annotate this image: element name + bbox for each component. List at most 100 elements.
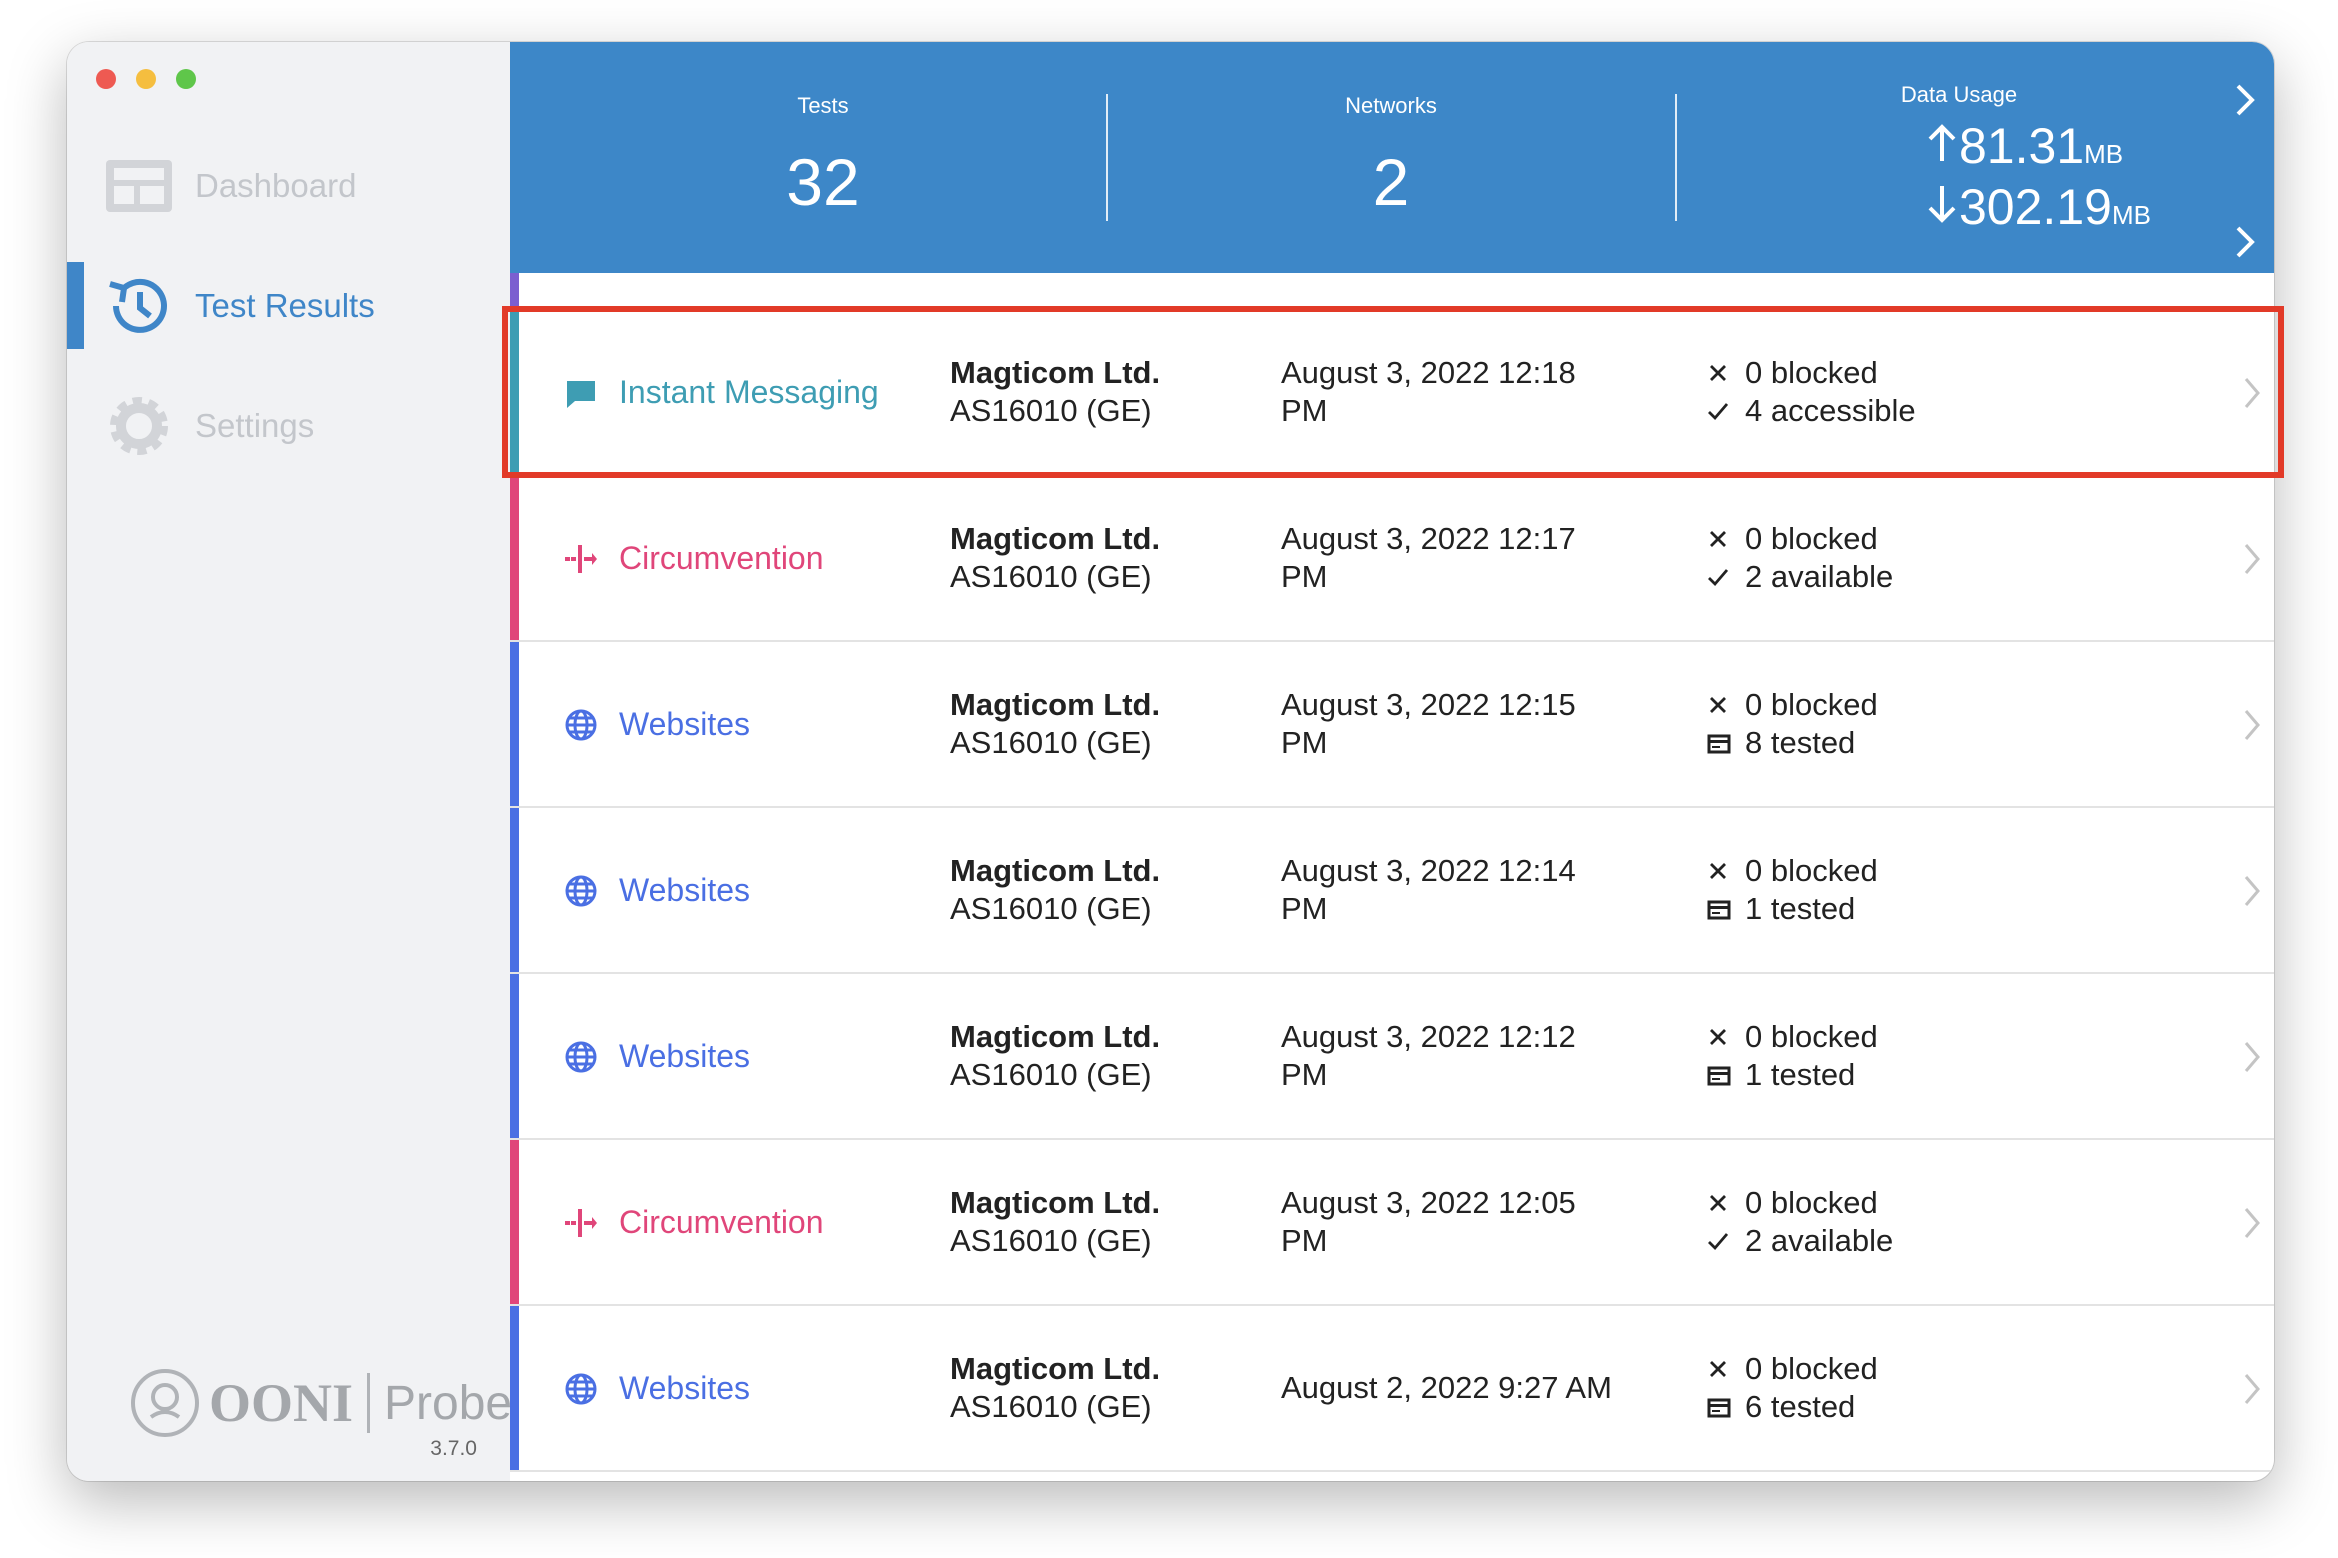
tests-value: 32	[786, 145, 860, 219]
download: 302.19 MB	[1925, 178, 2151, 236]
status-line: 0 blocked	[1707, 1018, 2127, 1056]
status-line: 0 blocked	[1707, 520, 2127, 558]
result-row[interactable]: Instant Messaging Magticom Ltd. AS16010 (G…	[510, 310, 2274, 476]
test-icon	[565, 1209, 597, 1237]
version: 3.7.0	[430, 1437, 477, 1460]
status-icon	[1707, 734, 1731, 754]
test-icon	[567, 381, 595, 408]
chevron	[2244, 1208, 2260, 1238]
status: 0 blocked 4 accessible	[1707, 310, 2127, 474]
nav-icon	[106, 160, 172, 212]
status-icon	[1710, 1195, 1726, 1211]
nav-item[interactable]: Settings	[195, 407, 315, 444]
date: August 3, 2022 12:14 PM	[1281, 853, 1576, 926]
chevron	[2244, 378, 2260, 408]
status-icon	[1707, 1398, 1731, 1418]
asn: AS16010 (GE)	[950, 891, 1152, 926]
blocked-count: 0 blocked	[1745, 1351, 1878, 1386]
result-count: 1 tested	[1745, 891, 1856, 926]
upload: 81.31 MB	[1925, 117, 2123, 175]
network-name: Magticom Ltd.	[950, 1185, 1161, 1220]
blocked-count: 0 blocked	[1745, 687, 1878, 722]
blocked-count: 0 blocked	[1745, 853, 1878, 888]
test-name: Websites	[619, 1370, 751, 1406]
status: 0 blocked 2 available	[1707, 476, 2127, 640]
divider	[1106, 94, 1108, 221]
status-icon	[1708, 1233, 1729, 1251]
app-window: Dashboard Test Results Settings OONI Probe…	[67, 42, 2274, 1481]
test-name: Circumvention	[619, 540, 824, 576]
chevron	[2244, 876, 2260, 906]
test-icon	[565, 1373, 597, 1405]
asn: AS16010 (GE)	[950, 1223, 1152, 1258]
status-line: 1 tested	[1707, 890, 2127, 928]
network-name: Magticom Ltd.	[950, 1019, 1161, 1054]
network: Magticom Ltd. AS16010 (GE)	[950, 1140, 1270, 1304]
nav-item[interactable]: Dashboard	[195, 167, 357, 204]
result-row[interactable]: Circumvention Magticom Ltd. AS16010 (GE) Au…	[510, 1140, 2274, 1306]
row-accent	[510, 476, 519, 640]
status-icon	[1710, 1029, 1726, 1045]
status-line: 0 blocked	[1707, 852, 2127, 890]
chevron	[2244, 544, 2260, 574]
logo: OONI Probe	[129, 1367, 512, 1439]
network-name: Magticom Ltd.	[950, 853, 1161, 888]
chevron	[2244, 1374, 2260, 1404]
test-icon	[565, 1041, 597, 1073]
status-line: 0 blocked	[1707, 686, 2127, 724]
network: Magticom Ltd. AS16010 (GE)	[950, 1306, 1270, 1470]
status-line: 1 tested	[1707, 1056, 2127, 1094]
status: 0 blocked 6 tested	[1707, 1306, 2127, 1470]
result-row[interactable]: Circumvention Magticom Ltd. AS16010 (GE) Au…	[510, 476, 2274, 642]
network-name: Magticom Ltd.	[950, 687, 1161, 722]
status-icon	[1710, 365, 1726, 381]
result-row[interactable]: Websites Magticom Ltd. AS16010 (GE) August …	[510, 808, 2274, 974]
divider	[1675, 94, 1677, 221]
chevron	[2244, 1042, 2260, 1072]
result-row[interactable]: Websites Magticom Ltd. AS16010 (GE) August …	[510, 642, 2274, 808]
status-icon	[1707, 1066, 1731, 1086]
networks-label: Networks	[1345, 93, 1437, 118]
data-usage-label: Data Usage	[1900, 82, 2018, 107]
blocked-count: 0 blocked	[1745, 521, 1878, 556]
status-line: 2 available	[1707, 558, 2127, 596]
networks-value: 2	[1372, 145, 1410, 219]
network: Magticom Ltd. AS16010 (GE)	[950, 310, 1270, 474]
header-chevrons[interactable]	[2230, 82, 2260, 262]
test-name: Websites	[619, 872, 751, 908]
status-line: 0 blocked	[1707, 1350, 2127, 1388]
logo-product: Probe	[384, 1376, 513, 1430]
result-count: 4 accessible	[1745, 393, 1916, 428]
blocked-count: 0 blocked	[1745, 1019, 1878, 1054]
logo-divider	[367, 1373, 371, 1433]
active-indicator	[67, 262, 84, 349]
test-name: Circumvention	[619, 1204, 824, 1240]
network: Magticom Ltd. AS16010 (GE)	[950, 808, 1270, 972]
accent	[510, 273, 519, 313]
test-icon	[565, 875, 597, 907]
status-line: 0 blocked	[1707, 354, 2127, 392]
nav-icon	[109, 278, 167, 333]
row-accent	[510, 1306, 519, 1470]
minimize-button[interactable]	[136, 69, 156, 89]
test-name: Websites	[619, 706, 751, 742]
nav-icon	[110, 397, 168, 455]
tests-label: Tests	[797, 93, 849, 118]
asn: AS16010 (GE)	[950, 1057, 1152, 1092]
blocked-count: 0 blocked	[1745, 355, 1878, 390]
row-accent	[510, 974, 519, 1138]
status-icon	[1710, 697, 1726, 713]
download-value: 302.19	[1959, 179, 2112, 235]
nav-item[interactable]: Test Results	[195, 287, 375, 324]
sidebar: Dashboard Test Results Settings OONI Probe…	[67, 42, 512, 1481]
status-line: 0 blocked	[1707, 1184, 2127, 1222]
close-button[interactable]	[96, 69, 116, 89]
chevron	[2244, 710, 2260, 740]
up-arrow	[1928, 124, 1956, 161]
status-icon	[1708, 569, 1729, 587]
zoom-button[interactable]	[176, 69, 196, 89]
status-icon	[1710, 1361, 1726, 1377]
result-row[interactable]: Websites Magticom Ltd. AS16010 (GE) August …	[510, 1306, 2274, 1472]
result-row[interactable]: Websites Magticom Ltd. AS16010 (GE) August …	[510, 974, 2274, 1140]
